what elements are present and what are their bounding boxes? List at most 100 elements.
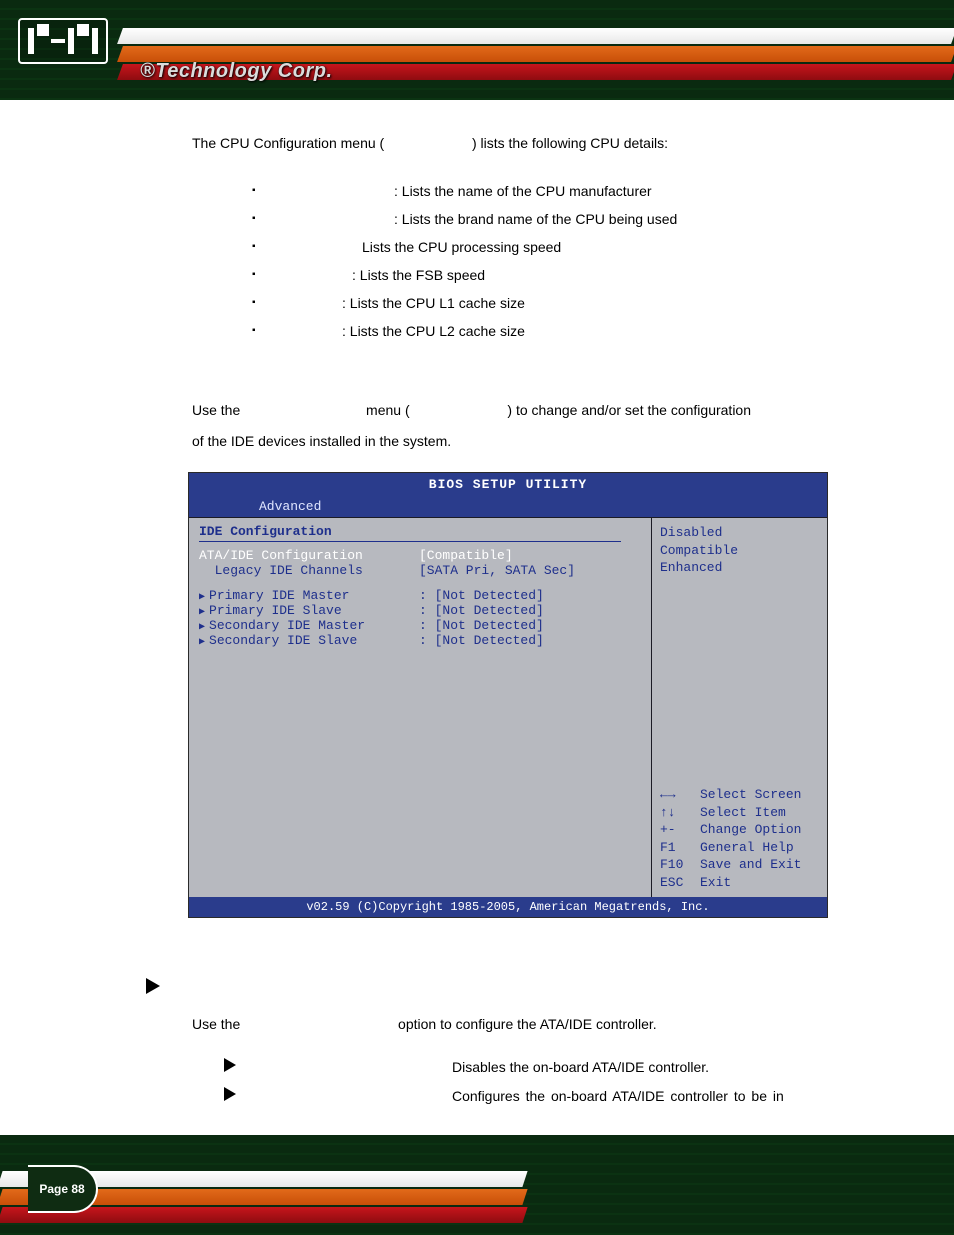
bullet-icon: ▪ [252,205,264,229]
key: ←→ [660,786,690,804]
bios-row-selected: ATA/IDE Configuration [Compatible] [199,548,643,563]
item-desc: : Lists the name of the CPU manufacturer [394,177,652,205]
cpu-intro: The CPU Configuration menu ( ) lists the… [192,128,852,159]
section-heading [192,371,852,387]
key-row: F1 General Help [660,839,819,857]
list-item: ▪ : Lists the brand name of the CPU bein… [252,205,852,233]
list-item: ▪ : Lists the name of the CPU manufactur… [252,177,852,205]
item-desc: : Lists the CPU L1 cache size [342,289,525,317]
ide-intro-line2: of the IDE devices installed in the syst… [192,426,852,457]
help-option: Disabled [660,524,819,542]
figure-caption [192,928,852,944]
arrow-right-icon [224,1087,236,1101]
bios-row-label: Legacy IDE Channels [199,563,419,578]
bios-row-value: [Compatible] [419,548,513,563]
bullet-icon: ▪ [252,261,264,285]
bios-row-value: : [Not Detected] [419,603,544,618]
item-desc: Lists the CPU processing speed [362,233,561,261]
brand-text: ®Technology Corp. [140,60,333,83]
option-desc: Configures the on-board ATA/IDE controll… [452,1083,852,1110]
bios-row-value: [SATA Pri, SATA Sec] [419,563,575,578]
text: option to configure the ATA/IDE controll… [398,1016,657,1032]
page-header: ®Technology Corp. [0,0,954,100]
bios-figure: BIOS SETUP UTILITY Advanced IDE Configur… [188,472,852,918]
option-row: Disables the on-board ATA/IDE controller… [224,1054,852,1081]
key-row: ↑↓ Select Item [660,804,819,822]
key-desc: Select Screen [700,786,801,804]
page-number: Page 88 [39,1182,84,1196]
text: ) to change and/or set the configuration [507,402,751,418]
text: menu ( [366,402,410,418]
arrow-right-icon [224,1058,236,1072]
bios-row: Primary IDE Slave : [Not Detected] [199,603,643,618]
bios-submenu-label: Secondary IDE Master [199,618,419,633]
option-row: Configures the on-board ATA/IDE controll… [224,1083,852,1110]
list-item: ▪ : Lists the CPU L1 cache size [252,289,852,317]
key-desc: Select Item [700,804,786,822]
page-content: The CPU Configuration menu ( ) lists the… [192,128,852,1111]
logo [18,18,108,64]
bios-row-value: : [Not Detected] [419,618,544,633]
divider [199,541,621,542]
bios-submenu-label: Primary IDE Slave [199,603,419,618]
ide-intro-line1: Use the menu ( ) to change and/or set th… [192,395,852,426]
key: F1 [660,839,690,857]
bios-row: Primary IDE Master : [Not Detected] [199,588,643,603]
page-number-badge: Page 88 [28,1165,98,1213]
bios-footer: v02.59 (C)Copyright 1985-2005, American … [189,897,827,917]
key-row: F10 Save and Exit [660,856,819,874]
ata-use-text: Use the option to configure the ATA/IDE … [192,1009,852,1040]
bios-key-legend: ←→ Select Screen ↑↓ Select Item +-Change O… [660,786,819,891]
key: ↑↓ [660,804,690,822]
text: The CPU Configuration menu ( [192,135,384,151]
bios-row-label: ATA/IDE Configuration [199,548,419,563]
key-desc: General Help [700,839,794,857]
text: Use the [192,402,244,418]
bios-section-title: IDE Configuration [199,524,643,539]
item-desc: : Lists the FSB speed [352,261,485,289]
text: Use the [192,1016,244,1032]
bullet-icon: ▪ [252,233,264,257]
logo-badge [18,18,108,64]
key-row: ESC Exit [660,874,819,892]
cpu-detail-list: ▪ : Lists the name of the CPU manufactur… [252,177,852,345]
option-heading [146,978,176,994]
bios-tab-bar: Advanced [189,495,827,517]
option-desc: Disables the on-board ATA/IDE controller… [452,1054,852,1081]
bios-row-value: : [Not Detected] [419,633,544,648]
bullet-icon: ▪ [252,289,264,313]
bullet-icon: ▪ [252,177,264,201]
option-heading-text [172,978,176,994]
bios-row-value: : [Not Detected] [419,588,544,603]
key-desc: Exit [700,874,731,892]
bullet-icon: ▪ [252,317,264,341]
header-stripe [117,28,954,44]
list-item: ▪ : Lists the FSB speed [252,261,852,289]
bios-help-options: Disabled Compatible Enhanced [660,524,819,577]
item-desc: : Lists the brand name of the CPU being … [394,205,677,233]
bios-help-panel: Disabled Compatible Enhanced ←→ Select Sc… [651,518,827,897]
bios-row: Secondary IDE Slave : [Not Detected] [199,633,643,648]
bios-window: BIOS SETUP UTILITY Advanced IDE Configur… [188,472,828,918]
item-desc: : Lists the CPU L2 cache size [342,317,525,345]
bios-submenu-label: Secondary IDE Slave [199,633,419,648]
ata-options: Disables the on-board ATA/IDE controller… [224,1054,852,1109]
key: ESC [660,874,690,892]
page-footer: Page 88 [0,1135,954,1235]
key: F10 [660,856,690,874]
bios-main-panel: IDE Configuration ATA/IDE Configuration … [189,518,651,897]
arrow-right-icon [146,978,160,994]
help-option: Compatible [660,542,819,560]
bios-tab-active: Advanced [259,499,321,514]
bios-submenu-label: Primary IDE Master [199,588,419,603]
bios-row: Secondary IDE Master : [Not Detected] [199,618,643,633]
help-option: Enhanced [660,559,819,577]
list-item: ▪ Lists the CPU processing speed [252,233,852,261]
key-desc: Save and Exit [700,856,801,874]
key-row: +-Change Option [660,821,819,839]
key-row: ←→ Select Screen [660,786,819,804]
bios-title: BIOS SETUP UTILITY [189,473,827,495]
list-item: ▪ : Lists the CPU L2 cache size [252,317,852,345]
text: ) lists the following CPU details: [472,135,668,151]
key: +- [660,821,690,839]
